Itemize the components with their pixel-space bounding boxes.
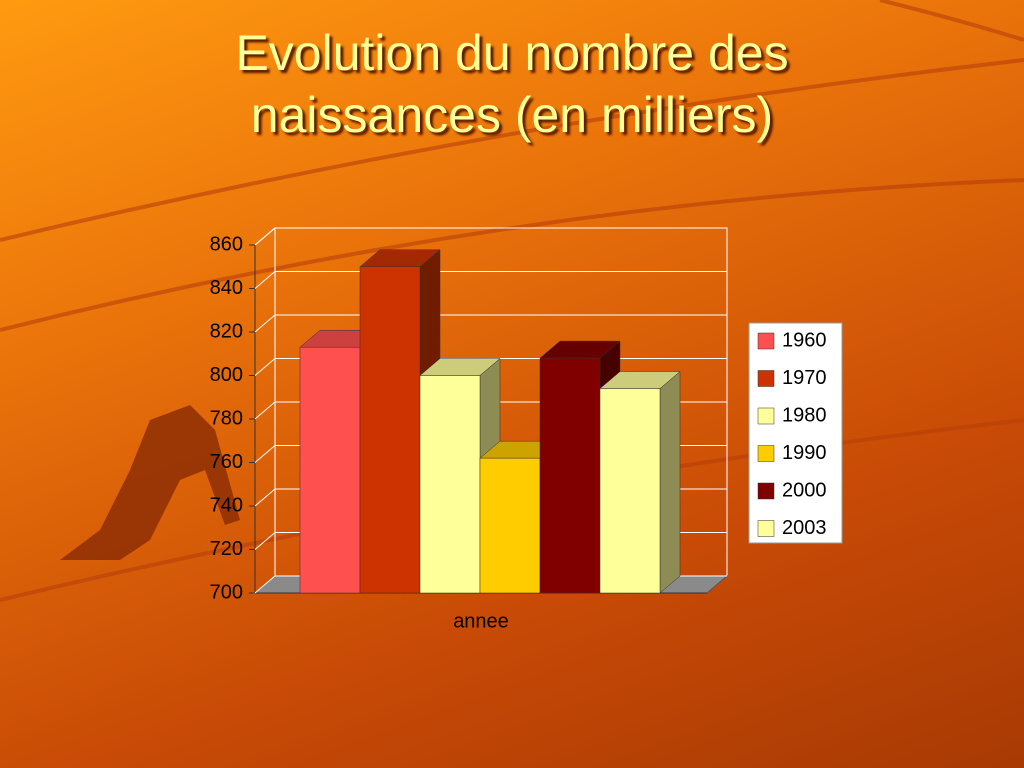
bar (359, 266, 421, 594)
grid-line (254, 271, 727, 289)
legend-label: 1990 (782, 442, 827, 464)
legend-swatch (757, 370, 775, 387)
bar (299, 346, 361, 594)
legend-swatch (757, 520, 775, 537)
y-tick-label: 700 (210, 581, 243, 603)
y-tick-label: 800 (210, 364, 243, 386)
legend-label: 1980 (782, 404, 827, 426)
legend-swatch (757, 407, 775, 425)
category-label: annee (453, 610, 509, 632)
y-tick-label: 760 (210, 451, 243, 473)
grid-line (254, 227, 727, 246)
grid-line (254, 314, 727, 333)
y-tick-label: 740 (210, 494, 243, 516)
bar (539, 357, 601, 594)
legend-label: 1970 (782, 367, 827, 389)
legend-swatch (757, 445, 775, 462)
legend-label: 2000 (782, 479, 827, 501)
bar (599, 388, 661, 594)
legend-swatch (757, 332, 775, 350)
legend-swatch (757, 482, 775, 500)
title: Evolution du nombre des naissances (en m… (235, 25, 789, 143)
y-tick-label: 780 (210, 407, 243, 429)
bar (419, 375, 481, 594)
y-tick-label: 860 (210, 233, 243, 255)
legend-label: 1960 (782, 329, 827, 351)
bar-side (659, 371, 681, 594)
legend-label: 2003 (782, 517, 827, 539)
y-tick-label: 820 (210, 320, 243, 342)
bar (479, 457, 541, 594)
runner (60, 405, 240, 560)
y-tick-label: 720 (210, 538, 243, 560)
plot: 700 720 740 760 780 800 820 840 860 (210, 226, 729, 603)
y-tick-label: 840 (210, 277, 243, 299)
legend (748, 322, 843, 544)
